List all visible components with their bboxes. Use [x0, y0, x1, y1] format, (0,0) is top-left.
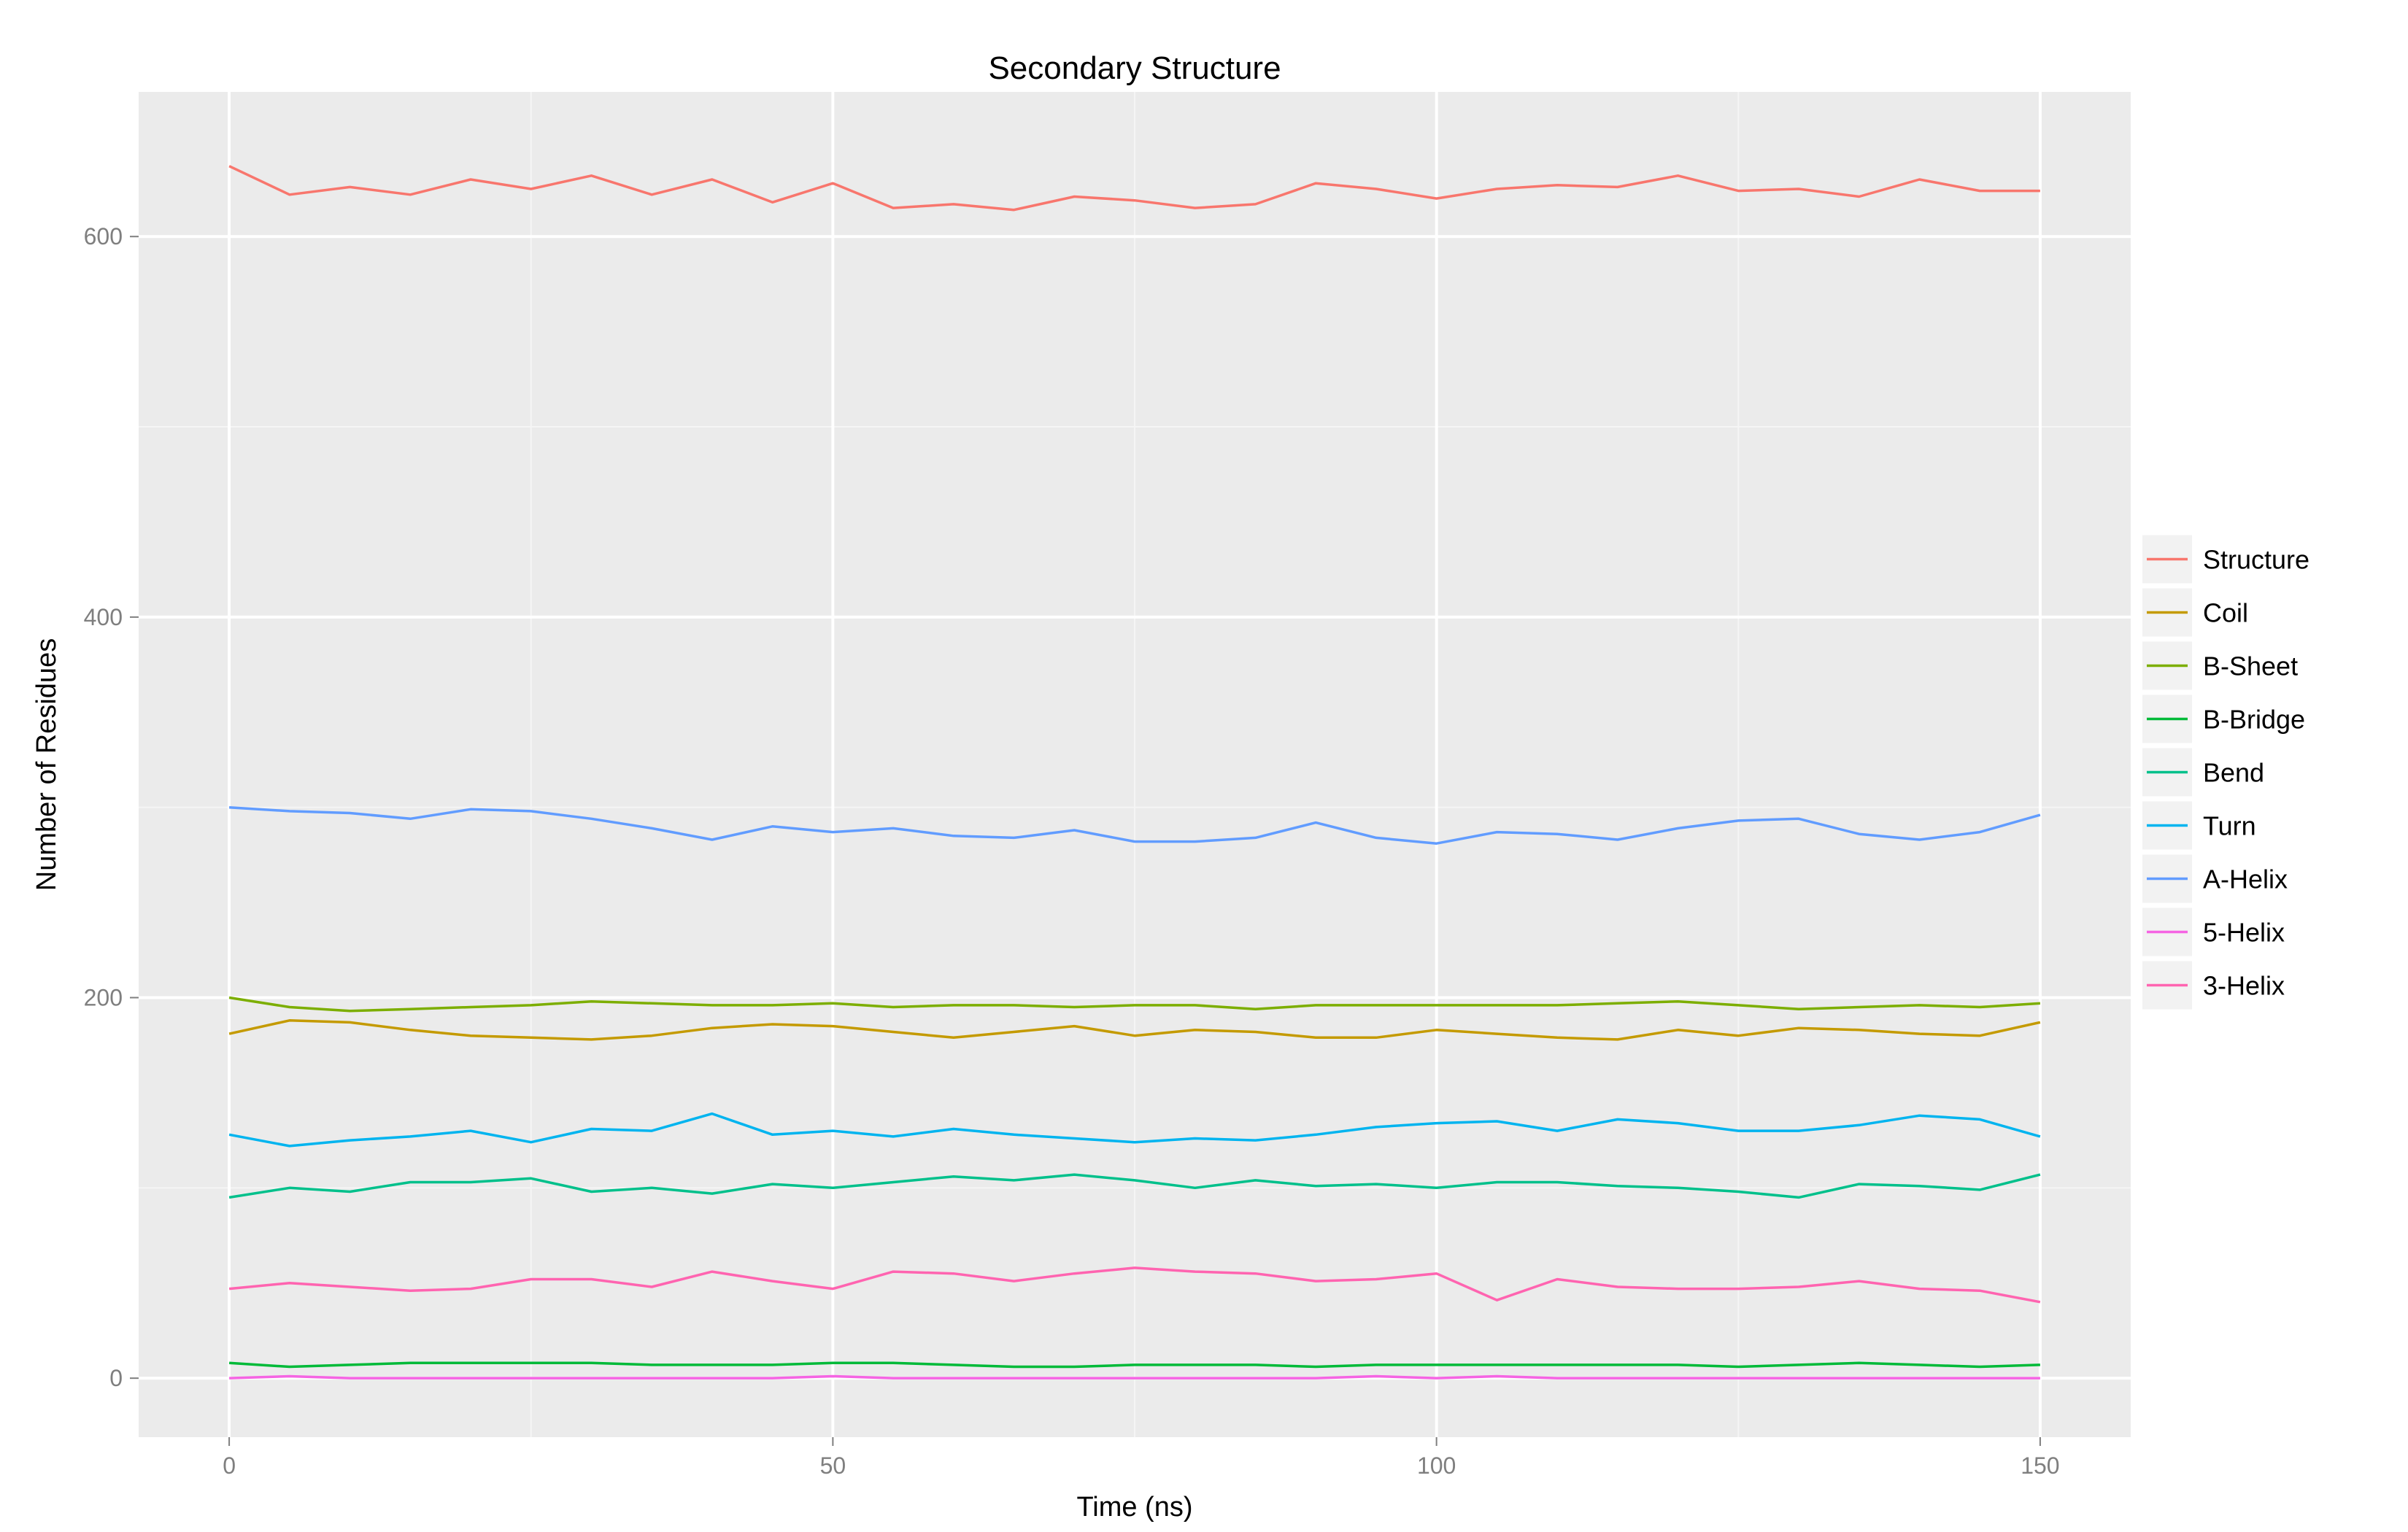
legend-label: 3-Helix: [2203, 971, 2285, 1001]
series-line-5-helix: [229, 1374, 2040, 1380]
series-line-bend: [228, 1173, 2041, 1199]
series-line-turn: [228, 1112, 2041, 1148]
legend-label: A-Helix: [2203, 864, 2288, 894]
minor-gridlines: [139, 92, 2131, 1437]
legend-label: Turn: [2203, 811, 2256, 841]
legend-label: Coil: [2203, 598, 2248, 628]
series-line-b-sheet: [228, 996, 2041, 1013]
legend: Structure Coil B-Sheet B-Bridge Bend Turn A-He…: [2141, 524, 2382, 1015]
legend-label: B-Bridge: [2203, 705, 2305, 735]
x-axis-title: Time (ns): [1076, 1492, 1192, 1523]
series-line-3-helix: [228, 1266, 2041, 1304]
axes: 0 50 100 150 0 200 400 600: [84, 223, 2060, 1479]
series-line-a-helix: [228, 805, 2041, 845]
x-tick-label: 100: [1417, 1452, 1456, 1479]
legend-label: 5-Helix: [2203, 918, 2285, 948]
legend-label: Bend: [2203, 758, 2264, 788]
series-line-b-bridge: [228, 1361, 2040, 1369]
x-tick-label: 0: [223, 1452, 236, 1479]
y-axis-title: Number of Residues: [31, 638, 62, 891]
series-line-structure: [228, 165, 2040, 212]
y-tick-label: 400: [84, 604, 123, 630]
y-tick-label: 200: [84, 985, 123, 1011]
y-tick-label: 0: [109, 1365, 123, 1391]
legend-label: B-Sheet: [2203, 651, 2298, 681]
chart-title: Secondary Structure: [988, 50, 1281, 86]
x-tick-label: 50: [820, 1452, 846, 1479]
series-line-coil: [228, 1019, 2041, 1041]
y-tick-label: 600: [84, 223, 123, 249]
series-lines: [228, 165, 2041, 1380]
x-tick-label: 150: [2021, 1452, 2059, 1479]
legend-label: Structure: [2203, 545, 2309, 575]
